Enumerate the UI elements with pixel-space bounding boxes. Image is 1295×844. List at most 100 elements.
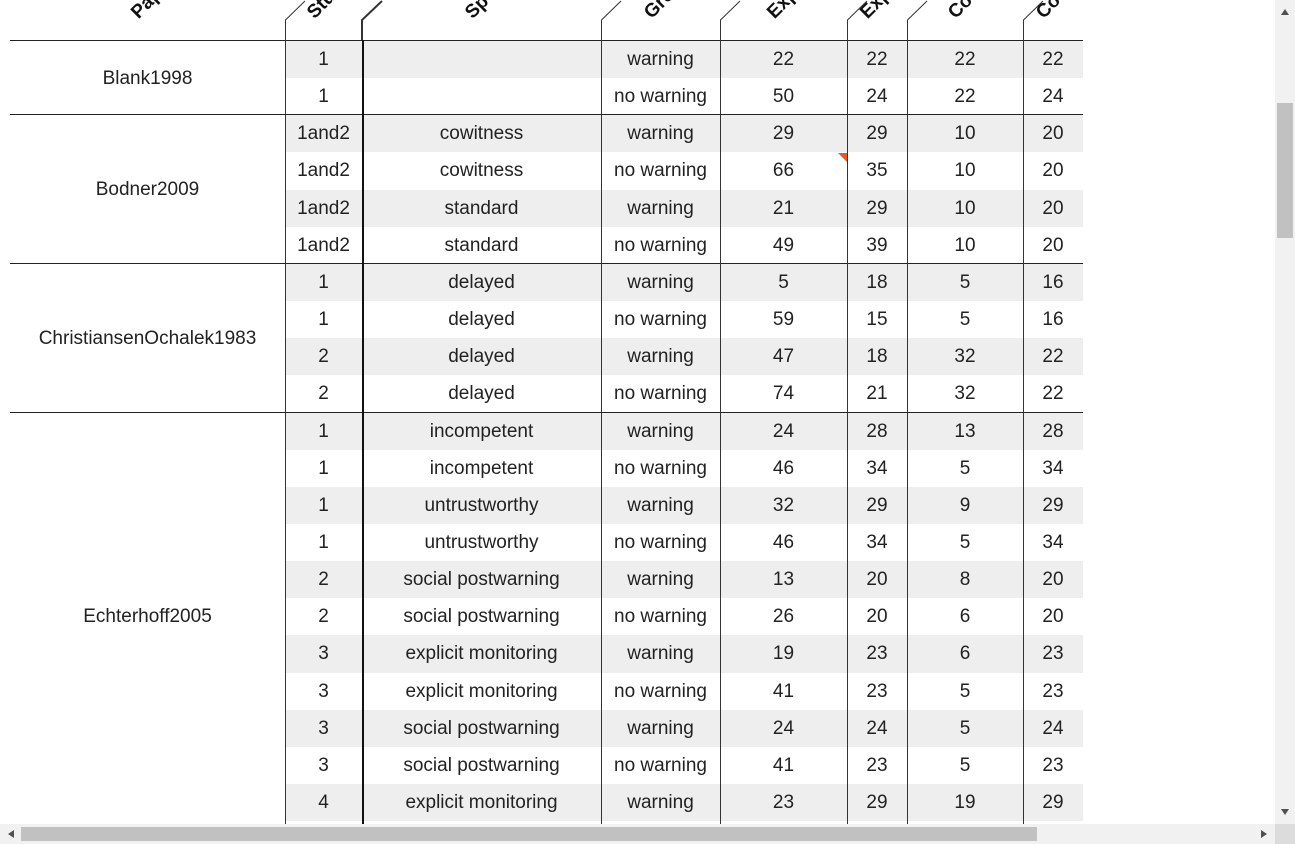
table-cell: 4 bbox=[318, 792, 329, 813]
table-cell: 20 bbox=[1042, 234, 1064, 256]
table-cell: no warning bbox=[614, 680, 707, 702]
table-cell: 18 bbox=[866, 346, 888, 368]
column-rule bbox=[285, 40, 286, 824]
table-cell: 10 bbox=[954, 160, 976, 182]
table-cell: warning bbox=[627, 346, 694, 368]
table-cell: 35 bbox=[866, 160, 888, 182]
table-cell: 46 bbox=[772, 531, 795, 553]
table-cell: 13 bbox=[772, 569, 795, 591]
row-stripe bbox=[285, 561, 1083, 599]
table-cell: 41 bbox=[772, 680, 795, 702]
table-cell: 29 bbox=[866, 123, 888, 145]
table-cell: delayed bbox=[448, 271, 515, 293]
table-cell: 1 bbox=[318, 49, 329, 70]
table-cell: 66 bbox=[772, 160, 795, 182]
table-cell: 1and2 bbox=[297, 160, 350, 182]
table-cell: 19 bbox=[772, 643, 795, 665]
row-stripe bbox=[285, 189, 1083, 227]
table-cell: 20 bbox=[1042, 123, 1064, 145]
table-cell: 19 bbox=[954, 792, 976, 813]
vertical-scrollbar[interactable] bbox=[1275, 0, 1295, 824]
table-cell: 24 bbox=[772, 717, 795, 739]
table-cell: 2 bbox=[318, 383, 329, 405]
paper-cell: Blank1998 bbox=[102, 67, 193, 89]
group-rule bbox=[10, 412, 1083, 413]
table-cell: 22 bbox=[954, 49, 976, 70]
scroll-thumb[interactable] bbox=[21, 827, 1037, 841]
table-cell: no warning bbox=[614, 383, 707, 405]
table-cell: 3 bbox=[318, 680, 329, 702]
table-cell: 1 bbox=[318, 531, 329, 553]
horizontal-scrollbar[interactable] bbox=[0, 824, 1295, 844]
table-cell: 5 bbox=[959, 309, 971, 331]
table-cell: explicit monitoring bbox=[405, 792, 558, 813]
comment-marker bbox=[838, 153, 847, 162]
table-cell: 22 bbox=[1042, 346, 1064, 368]
row-stripe bbox=[285, 338, 1083, 376]
table-cell: 3 bbox=[318, 643, 329, 665]
table-cell: explicit monitoring bbox=[405, 680, 558, 702]
table-cell: 34 bbox=[1042, 457, 1064, 479]
table-cell: explicit monitoring bbox=[405, 643, 558, 665]
table-cell: 1 bbox=[318, 420, 329, 442]
table-cell: 5 bbox=[959, 457, 971, 479]
table-cell: 20 bbox=[1042, 606, 1064, 628]
table-cell: 39 bbox=[866, 234, 888, 256]
table-cell: 22 bbox=[1042, 383, 1064, 405]
table-cell: 2 bbox=[318, 606, 329, 628]
table-cell: 50 bbox=[772, 86, 795, 108]
table-cell: 29 bbox=[866, 792, 888, 813]
table-cell: 18 bbox=[866, 271, 888, 293]
table-cell: no warning bbox=[614, 160, 707, 182]
table-cell: 5 bbox=[778, 271, 789, 293]
table-cell: warning bbox=[627, 792, 694, 813]
table-cell: 24 bbox=[1042, 86, 1064, 108]
table-cell: no warning bbox=[614, 531, 707, 553]
table-cell: 2 bbox=[318, 346, 329, 368]
table-cell: no warning bbox=[614, 457, 707, 479]
table-cell: 2 bbox=[318, 569, 329, 591]
table-cell: 5 bbox=[959, 680, 971, 702]
table-cell: social postwarning bbox=[403, 754, 560, 776]
table-cell: warning bbox=[627, 123, 694, 145]
column-rule bbox=[720, 40, 721, 824]
table-cell: 16 bbox=[1042, 309, 1064, 331]
data-table: Pap Stu Spe Gro Exp Exp Co Co 1 warning 22 22 22 22 1 n… bbox=[10, 0, 1083, 824]
row-stripe bbox=[285, 412, 1083, 450]
table-cell: 29 bbox=[866, 494, 888, 516]
paper-cell: Echterhoff2005 bbox=[83, 606, 212, 628]
group-rule bbox=[10, 263, 1083, 264]
table-cell: standard bbox=[444, 234, 519, 256]
paper-cell: Bodner2009 bbox=[95, 179, 200, 201]
table-cell: 5 bbox=[959, 754, 971, 776]
table-cell: 34 bbox=[866, 531, 888, 553]
table-cell: 3 bbox=[318, 717, 329, 739]
scroll-thumb[interactable] bbox=[1277, 103, 1293, 238]
table-cell: 24 bbox=[1042, 717, 1064, 739]
header-lines bbox=[285, 0, 1044, 41]
column-rule bbox=[601, 40, 602, 824]
table-cell: no warning bbox=[614, 234, 707, 256]
table-cell: 28 bbox=[1042, 420, 1064, 442]
table-cell: 10 bbox=[954, 123, 976, 145]
row-stripe bbox=[285, 635, 1083, 673]
table-cell: 21 bbox=[772, 197, 795, 219]
table-cell: 22 bbox=[1042, 49, 1064, 70]
row-stripe bbox=[285, 41, 1083, 79]
column-rule bbox=[1023, 40, 1024, 824]
table-cell: cowitness bbox=[439, 123, 524, 145]
header-rule bbox=[10, 40, 1083, 41]
table-cell: 41 bbox=[772, 754, 795, 776]
table-cell: 1 bbox=[318, 271, 329, 293]
row-stripe bbox=[285, 784, 1083, 822]
table-cell: 10 bbox=[954, 234, 976, 256]
table-cell: 1 bbox=[318, 86, 329, 108]
table-cell: no warning bbox=[614, 86, 707, 108]
table-cell: untrustworthy bbox=[424, 531, 539, 553]
table-cell: cowitness bbox=[439, 160, 524, 182]
table-cell: 29 bbox=[772, 123, 795, 145]
column-rule bbox=[847, 40, 848, 824]
table-cell: 22 bbox=[772, 49, 795, 70]
table-cell: warning bbox=[627, 420, 694, 442]
